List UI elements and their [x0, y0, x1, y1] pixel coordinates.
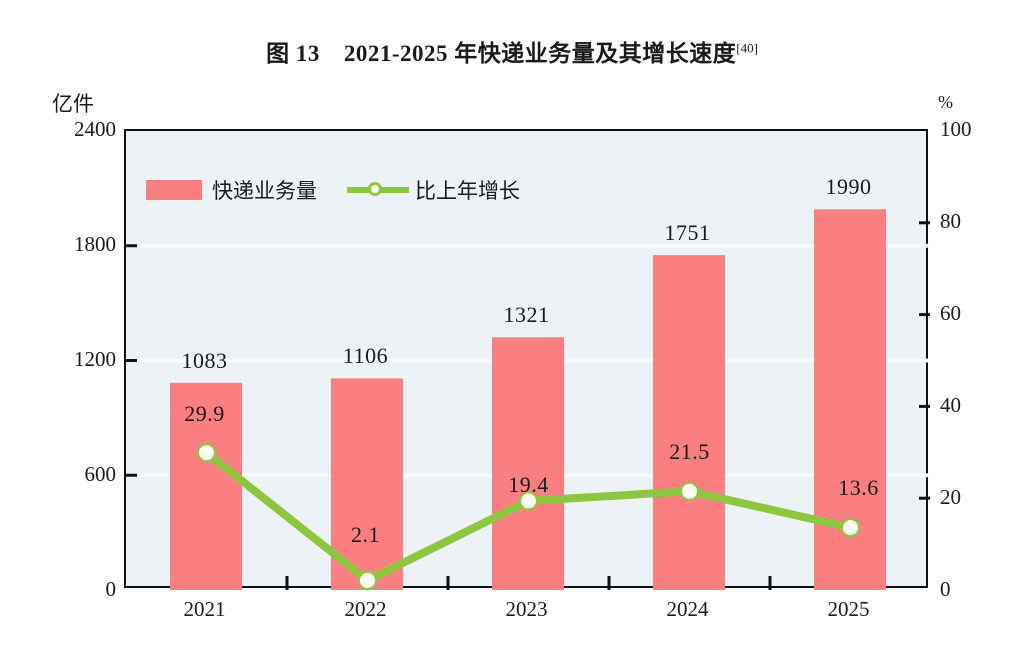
- bar-value-label-2025: 1990: [825, 174, 872, 199]
- x-tick-2021: 2021: [183, 597, 226, 621]
- title-main: 2021-2025 年快递业务量及其增长速度: [343, 41, 737, 66]
- bar-value-label-2023: 1321: [503, 302, 550, 327]
- bar-2024: [653, 255, 725, 590]
- x-tick-2024: 2024: [666, 597, 709, 621]
- marker-2022: [358, 570, 377, 590]
- marker-2023: [519, 491, 538, 511]
- legend-line-marker: [368, 182, 382, 196]
- bar-value-label-2022: 1106: [342, 343, 389, 368]
- growth-value-label-2021: 29.9: [184, 401, 225, 426]
- chart-legend: 快递业务量 比上年增长: [146, 175, 520, 205]
- x-tick-2022: 2022: [344, 597, 387, 621]
- left-tick-0: 0: [105, 577, 117, 601]
- growth-value-label-2023: 19.4: [508, 472, 549, 497]
- line-markers: [197, 443, 860, 590]
- legend-item-bar[interactable]: 快递业务量: [146, 175, 317, 205]
- right-tick-0: 0: [940, 577, 951, 601]
- marker-2025: [841, 518, 860, 538]
- chart-plot-area: 快递业务量 比上年增长: [124, 129, 930, 590]
- page-title: 图 13 2021-2025 年快递业务量及其增长速度[40]: [0, 34, 1024, 68]
- right-tick-40: 40: [940, 393, 961, 417]
- bar-2021: [170, 382, 242, 590]
- marker-2024: [680, 481, 699, 501]
- left-axis-ticks: [126, 244, 137, 477]
- chart-canvas: [126, 209, 930, 590]
- marker-2021: [197, 443, 216, 463]
- title-footnote-marker: [40]: [736, 40, 758, 56]
- growth-value-label-2024: 21.5: [669, 439, 710, 464]
- legend-bar-label: 快递业务量: [212, 179, 317, 203]
- x-tick-2025: 2025: [827, 597, 870, 621]
- x-tick-2023: 2023: [505, 597, 548, 621]
- legend-line-label: 比上年增长: [415, 179, 520, 203]
- growth-value-label-2025: 13.6: [838, 475, 879, 500]
- right-tick-60: 60: [940, 301, 961, 325]
- left-tick-1200: 1200: [74, 347, 116, 371]
- legend-bar-swatch-icon: [146, 180, 202, 200]
- left-axis-unit-label: 亿件: [52, 92, 94, 116]
- bar-value-label-2024: 1751: [664, 220, 711, 245]
- right-axis-ticks: [919, 221, 930, 500]
- legend-line-swatch-icon: [347, 180, 409, 200]
- title-index: 图 13: [266, 41, 320, 66]
- bar-value-label-2021: 1083: [181, 348, 228, 373]
- legend-item-line[interactable]: 比上年增长: [347, 175, 520, 205]
- right-axis-unit-label: %: [938, 92, 953, 112]
- x-axis-ticks: [285, 576, 772, 590]
- right-tick-100: 100: [940, 117, 972, 141]
- left-tick-1800: 1800: [74, 232, 116, 256]
- growth-value-label-2022: 2.1: [351, 522, 380, 547]
- left-tick-600: 600: [84, 462, 117, 486]
- line-series: [197, 443, 860, 590]
- left-tick-2400: 2400: [74, 117, 116, 141]
- right-tick-20: 20: [940, 485, 961, 509]
- bar-2022: [331, 378, 403, 590]
- right-tick-80: 80: [940, 209, 961, 233]
- bar-2023: [492, 337, 564, 590]
- bar-series: [170, 209, 886, 590]
